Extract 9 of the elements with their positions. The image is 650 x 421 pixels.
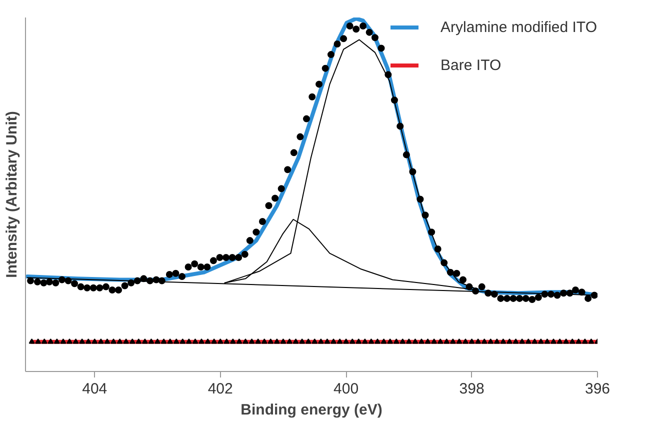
x-axis-title: Binding energy (eV) bbox=[240, 402, 382, 418]
y-axis-title: Intensity (Arbitary Unit) bbox=[4, 111, 20, 278]
legend-label: Arylamine modified ITO bbox=[440, 18, 597, 36]
x-tick-label: 404 bbox=[82, 380, 108, 398]
x-tick-label: 400 bbox=[334, 380, 359, 398]
x-tick-label: 402 bbox=[208, 380, 233, 398]
x-tick-label: 396 bbox=[584, 380, 610, 398]
legend-label: Bare ITO bbox=[440, 56, 502, 74]
x-tick-label: 398 bbox=[459, 380, 484, 398]
